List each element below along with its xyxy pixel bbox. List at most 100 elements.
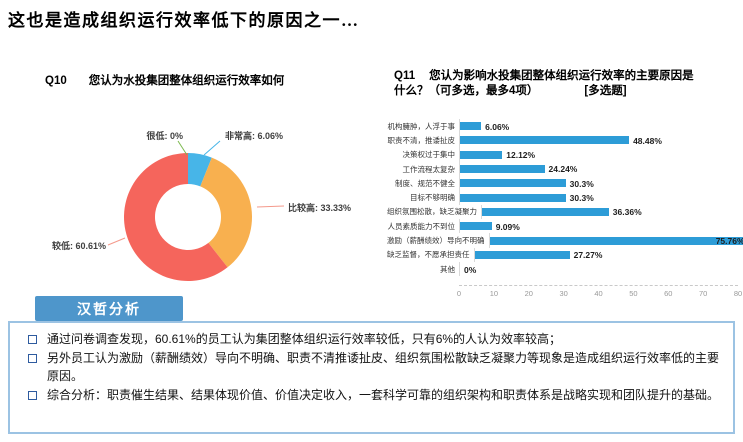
donut-label-verylow: 很低: 0% [146, 131, 183, 141]
x-tick-label: 20 [524, 289, 533, 299]
x-tick-label: 80 [733, 289, 743, 299]
bar-category-label: 缺乏监督，不愿承担责任 [387, 250, 470, 260]
bar-category-label: 其他 [440, 264, 455, 274]
bullet-square-icon [28, 354, 37, 363]
bar-value-label: 24.24% [548, 164, 578, 175]
analysis-header-tab: 汉哲分析 [35, 296, 183, 321]
x-axis: 0 10 20 30 40 50 60 70 80 [456, 285, 742, 300]
bar-track: 75.76% [488, 233, 743, 248]
donut-segment-非常高 [188, 153, 212, 187]
x-tick-label: 60 [664, 289, 673, 299]
bar-track: 30.3% [459, 190, 739, 205]
bar-row: 制度、规范不健全 30.3% [387, 176, 739, 191]
bar-track: 24.24% [459, 161, 739, 177]
bar-row: 目标不够明确 30.3% [387, 190, 739, 205]
q10-donut-chart: 很低: 0% 非常高: 6.06% 比较高: 33.33% 较低: 60.61% [40, 113, 370, 295]
analysis-bullet: 通过问卷调查发现，60.61%的员工认为集团整体组织运行效率较低，只有6%的人认… [20, 330, 723, 348]
x-tick-label: 40 [594, 289, 603, 299]
bar [482, 207, 609, 216]
bar-row: 工作流程太复杂 24.24% [387, 161, 739, 177]
donut-label-low: 较低: 60.61% [51, 241, 106, 251]
bullet-square-icon [28, 391, 37, 400]
bar-category-label: 目标不够明确 [410, 193, 455, 203]
x-tick-label: 50 [629, 289, 638, 299]
bar-rows: 机构臃肿，人浮于事 6.06% 职责不清，推诿扯皮 48.48% 决策权过于集中 12.1… [387, 119, 743, 277]
bar-value-label: 30.3% [569, 193, 594, 204]
q11-multi-select-tag: [多选题] [584, 85, 627, 97]
bullet-square-icon [28, 335, 37, 344]
bar-track: 0% [459, 261, 739, 277]
bar-value-label: 12.12% [506, 150, 536, 161]
bar-category-label: 激励（薪酬绩效）导向不明确 [387, 236, 485, 246]
bar-value-label: 36.36% [612, 207, 642, 218]
q11-question-text2: 什么？（可多选，最多4项） [394, 85, 539, 97]
analysis-box: 通过问卷调查发现，60.61%的员工认为集团整体组织运行效率较低，只有6%的人认… [8, 321, 735, 434]
page-title: 这也是造成组织运行效率低下的原因之一… [8, 11, 360, 30]
bar [460, 122, 482, 131]
q11-code: Q11 [394, 70, 416, 82]
bar-row: 人员素质能力不到位 9.09% [387, 219, 739, 234]
bullet-text: 综合分析：职责催生结果、结果体现价值、价值决定收入，一套科学可靠的组织架构和职责… [47, 388, 720, 402]
bar-category-label: 工作流程太复杂 [402, 164, 456, 174]
bar-value-label: 48.48% [633, 135, 662, 146]
donut-segment-较低 [124, 153, 228, 281]
donut-leader-line [256, 205, 285, 208]
bar [474, 250, 570, 259]
x-tick-label: 70 [698, 289, 708, 299]
bar [460, 179, 566, 188]
donut-segment-比较高 [200, 157, 253, 268]
bar-category-label: 机构臃肿，人浮于事 [387, 121, 456, 131]
x-tick-label: 10 [489, 289, 499, 299]
donut-leader-line [107, 237, 126, 246]
bar [460, 150, 503, 159]
bullet-text: 通过问卷调查发现，60.61%的员工认为集团整体组织运行效率较低，只有6%的人认… [47, 332, 562, 346]
analysis-bullet: 综合分析：职责催生结果、结果体现价值、价值决定收入，一套科学可靠的组织架构和职责… [20, 386, 723, 404]
bar-category-label: 决策权过于集中 [402, 150, 456, 160]
q11-question-text: 您认为影响水投集团整体组织运行效率的主要原因是 [429, 70, 694, 82]
bar-category-label: 制度、规范不健全 [395, 178, 455, 188]
bar [460, 222, 492, 231]
bar-value-label: 6.06% [485, 121, 510, 132]
bar-track: 36.36% [481, 204, 739, 220]
bar-row: 其他 0% [387, 261, 739, 277]
bar [460, 136, 630, 145]
bar-category-label: 职责不清，推诿扯皮 [387, 135, 456, 145]
bar-value-label: 0% [464, 264, 477, 275]
bar-row: 机构臃肿，人浮于事 6.06% [387, 119, 739, 134]
bar [460, 165, 545, 174]
bar-row: 激励（薪酬绩效）导向不明确 75.76% [387, 233, 743, 248]
q11-question-line2: 什么？（可多选，最多4项） [多选题] [394, 84, 742, 99]
bar-value-label: 75.76% [715, 235, 743, 246]
bar-track: 27.27% [473, 247, 740, 262]
bar-row: 决策权过于集中 12.12% [387, 147, 739, 162]
bar-track: 48.48% [459, 133, 739, 148]
bar-track: 9.09% [459, 219, 739, 234]
q10-code: Q10 [45, 75, 67, 87]
bar-value-label: 9.09% [495, 221, 520, 232]
donut-leader-line [177, 140, 188, 156]
bar-row: 缺乏监督，不愿承担责任 27.27% [387, 247, 740, 262]
x-tick-label: 30 [559, 289, 568, 299]
q10-question: 您认为水投集团整体组织运行效率如何 [88, 75, 285, 87]
donut-label-high: 比较高: 33.33% [288, 203, 352, 213]
donut-label-veryhigh: 非常高: 6.06% [225, 131, 284, 141]
bar-category-label: 人员素质能力不到位 [387, 221, 456, 231]
bar-track: 30.3% [459, 176, 739, 191]
donut-leader-line [203, 140, 221, 156]
analysis-bullet: 另外员工认为激励（薪酬绩效）导向不明确、职责不清推诿扯皮、组织氛围松散缺乏凝聚力… [20, 349, 723, 385]
q11-question-line1: Q11 您认为影响水投集团整体组织运行效率的主要原因是 [394, 69, 742, 84]
bar-track: 6.06% [459, 119, 739, 134]
bar [489, 236, 743, 245]
q11-bar-chart: 机构臃肿，人浮于事 6.06% 职责不清，推诿扯皮 48.48% 决策权过于集中 12.1… [387, 119, 743, 304]
bar-row: 组织氛围松散，缺乏凝聚力 36.36% [387, 204, 739, 220]
analysis-header-label: 汉哲分析 [77, 300, 141, 317]
bar-track: 12.12% [459, 147, 739, 162]
bar-value-label: 27.27% [573, 250, 603, 261]
donut-svg [107, 140, 285, 281]
bullet-text: 另外员工认为激励（薪酬绩效）导向不明确、职责不清推诿扯皮、组织氛围松散缺乏凝聚力… [47, 351, 720, 383]
bar-value-label: 30.3% [569, 178, 594, 189]
x-tick-label: 0 [456, 289, 462, 299]
q11-header: Q11 您认为影响水投集团整体组织运行效率的主要原因是 什么？（可多选，最多4项）… [394, 69, 742, 99]
bar-category-label: 组织氛围松散，缺乏凝聚力 [387, 207, 477, 217]
